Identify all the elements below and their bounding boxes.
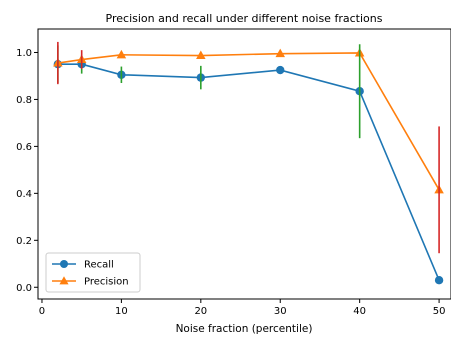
x-tick-label: 10 — [115, 306, 128, 317]
legend-marker-precision — [59, 276, 69, 285]
legend-label-precision: Precision — [84, 277, 129, 288]
x-tick-label: 0 — [39, 306, 45, 317]
data-point-recall — [434, 276, 444, 285]
x-tick-label: 30 — [274, 306, 287, 317]
legend-label-recall: Recall — [84, 260, 114, 271]
x-tick-label: 20 — [194, 306, 207, 317]
series-line-recall — [57, 63, 440, 281]
y-tick-label: 1.0 — [16, 48, 32, 59]
x-tick-label: 40 — [353, 306, 366, 317]
y-tick-label: 0.2 — [16, 236, 32, 247]
data-point-recall — [276, 65, 285, 75]
data-point-precision — [275, 48, 285, 58]
data-point-precision — [196, 50, 206, 60]
y-tick-label: 0.8 — [16, 95, 32, 106]
x-tick-label: 50 — [433, 306, 446, 317]
x-axis-label: Noise fraction (percentile) — [176, 323, 313, 335]
legend: Recall Precision — [45, 252, 141, 293]
legend-box — [45, 252, 141, 293]
data-point-precision — [116, 49, 127, 59]
y-tick-label: 0.0 — [16, 283, 32, 294]
chart-title: Precision and recall under different noi… — [106, 12, 383, 25]
y-tick-label: 0.6 — [16, 142, 32, 153]
legend-marker-recall — [60, 260, 68, 268]
y-tick-label: 0.4 — [16, 189, 32, 200]
plot-frame — [37, 28, 451, 300]
